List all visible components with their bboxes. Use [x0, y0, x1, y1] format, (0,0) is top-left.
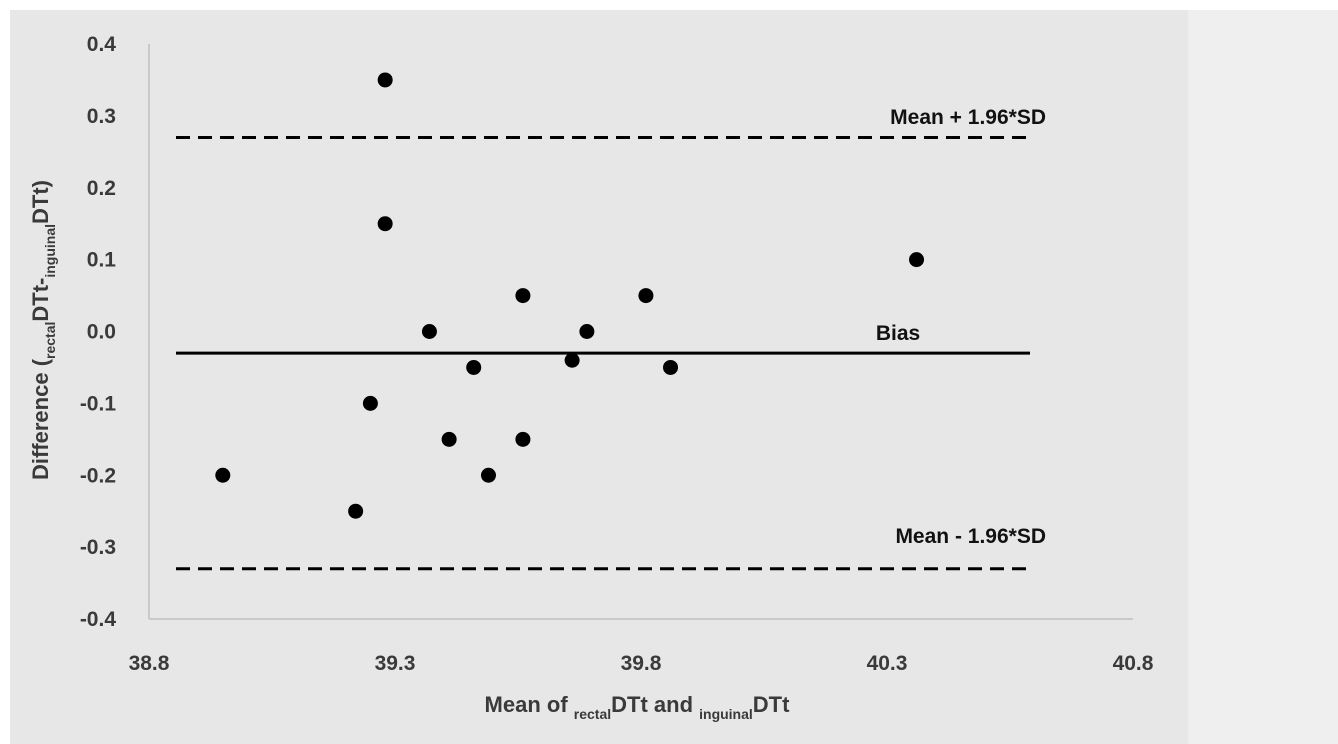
data-point	[362, 395, 378, 411]
x-title-suffix: DTt	[753, 692, 790, 717]
y-tick-label: 0.0	[87, 321, 116, 344]
data-point	[441, 431, 457, 447]
axes	[148, 44, 1133, 620]
x-tick-label: 40.3	[867, 652, 908, 675]
data-point	[377, 72, 393, 88]
data-point	[515, 431, 531, 447]
y-title-suffix: DTt)	[28, 180, 53, 224]
x-axis-title: Mean of rectalDTt and inguinalDTt	[485, 692, 791, 722]
y-tick-label: -0.3	[80, 536, 116, 559]
y-axis-title: Difference (rectalDTt-inguinalDTt)	[28, 180, 58, 480]
x-title-sub2: inguinal	[699, 706, 753, 722]
reference-lines	[176, 135, 1030, 571]
x-tick-label: 38.8	[129, 652, 170, 675]
y-title-prefix: Difference (	[28, 358, 53, 480]
data-point	[466, 359, 482, 375]
data-point	[421, 324, 437, 339]
data-point	[909, 252, 925, 268]
y-title-mid: DTt-	[28, 278, 53, 322]
data-point	[638, 288, 654, 304]
data-point	[663, 359, 679, 375]
bias-label: Bias	[876, 322, 920, 345]
x-title-prefix: Mean of	[485, 692, 574, 717]
tick-labels: 0.4 0.3 0.2 0.1 0.0 -0.1 -0.2 -0.3 -0.4 38.8 39.3 3…	[80, 33, 1154, 675]
data-point	[215, 467, 231, 483]
y-tick-label: 0.2	[87, 177, 116, 200]
data-point	[579, 324, 595, 339]
chart-panel	[10, 10, 1188, 744]
data-point	[564, 352, 580, 368]
data-point	[480, 467, 496, 483]
data-point	[348, 503, 364, 519]
data-point	[515, 288, 531, 304]
x-tick-label: 39.3	[375, 652, 416, 675]
y-tick-label: -0.2	[80, 464, 116, 487]
lower-limit-label: Mean - 1.96*SD	[895, 525, 1046, 548]
y-tick-label: 0.1	[87, 249, 117, 272]
y-title-sub1: rectal	[42, 322, 58, 359]
data-point	[377, 216, 393, 232]
side-panel	[1188, 10, 1338, 744]
y-tick-label: -0.1	[80, 392, 117, 415]
x-tick-label: 40.8	[1113, 652, 1154, 675]
y-tick-label: 0.3	[87, 105, 116, 128]
upper-limit-label: Mean + 1.96*SD	[890, 106, 1046, 129]
data-points	[215, 72, 925, 519]
x-title-sub1: rectal	[574, 706, 611, 722]
y-tick-label: -0.4	[80, 608, 117, 631]
x-title-mid: DTt and	[611, 692, 699, 717]
y-title-sub2: inguinal	[42, 224, 58, 278]
y-tick-label: 0.4	[87, 33, 117, 56]
x-tick-label: 39.8	[621, 652, 662, 675]
